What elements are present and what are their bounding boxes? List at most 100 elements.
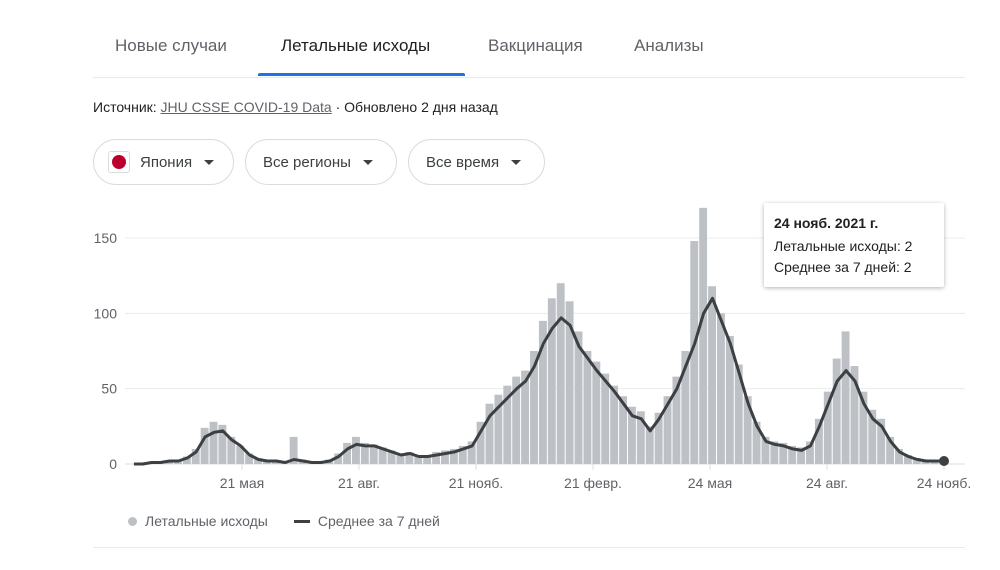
death-bar — [405, 451, 414, 464]
tab-tests[interactable]: Анализы — [634, 36, 704, 55]
x-tick-label: 21 авг. — [338, 475, 380, 491]
x-tick-label: 24 авг. — [806, 475, 848, 491]
death-bar — [476, 421, 485, 464]
death-bar — [458, 445, 467, 464]
death-bar — [636, 411, 645, 464]
death-bar — [779, 442, 788, 464]
death-bar — [432, 451, 441, 464]
death-bar — [859, 391, 868, 464]
time-range-dropdown[interactable]: Все время — [408, 139, 545, 185]
seven-day-average-line — [133, 296, 944, 466]
country-label: Япония — [140, 153, 193, 171]
death-bar — [503, 385, 512, 464]
death-bar — [601, 373, 610, 464]
japan-flag-icon — [108, 151, 130, 173]
death-bar — [343, 442, 352, 464]
source-prefix: Источник: — [93, 99, 161, 115]
chart-tooltip: 24 нояб. 2021 г. Летальные исходы: 2 Сре… — [764, 203, 944, 287]
source-link[interactable]: JHU CSSE COVID-19 Data — [160, 99, 332, 115]
source-line: Источник: JHU CSSE COVID-19 Data · Обнов… — [93, 99, 498, 115]
death-bar — [877, 418, 886, 464]
death-bar — [814, 418, 823, 464]
death-bar — [743, 396, 752, 464]
country-dropdown[interactable]: Япония — [93, 139, 234, 185]
death-bar — [868, 409, 877, 464]
death-bar — [218, 424, 227, 464]
death-bar — [423, 454, 432, 464]
death-bar — [761, 436, 770, 464]
y-tick-label: 50 — [101, 381, 117, 397]
death-bar — [485, 403, 494, 464]
death-bar — [378, 447, 387, 464]
y-tick-label: 150 — [94, 230, 118, 246]
region-dropdown[interactable]: Все регионы — [245, 139, 397, 185]
death-bar — [725, 335, 734, 464]
death-bar — [690, 241, 699, 464]
legend-line-swatch — [293, 519, 310, 523]
death-bar — [832, 358, 841, 464]
legend-bar-swatch — [128, 516, 137, 526]
death-bar — [699, 207, 708, 464]
death-bar — [334, 453, 343, 464]
death-bar — [467, 441, 476, 464]
active-tab-indicator — [258, 73, 465, 76]
death-bar — [627, 406, 636, 464]
region-label: Все регионы — [263, 153, 351, 171]
death-bar — [708, 286, 716, 464]
x-tick-label: 24 мая — [688, 475, 732, 491]
death-bar — [770, 441, 779, 464]
death-bar — [619, 396, 627, 464]
legend-deaths: Летальные исходы — [145, 513, 268, 529]
death-bar — [645, 426, 654, 464]
death-bar — [565, 301, 574, 464]
legend-average: Среднее за 7 дней — [317, 513, 440, 529]
death-bar — [663, 396, 672, 464]
death-bar — [547, 298, 556, 464]
death-bar — [538, 320, 547, 464]
death-bar — [806, 441, 814, 464]
tab-bar: Новые случаи Летальные исходы Вакцинация… — [93, 0, 965, 78]
death-bar — [574, 331, 583, 464]
divider — [93, 547, 965, 548]
death-bar — [227, 436, 236, 464]
death-bar — [850, 366, 859, 464]
y-tick-label: 0 — [109, 456, 117, 472]
death-bar — [530, 351, 538, 464]
death-bar — [672, 376, 681, 464]
death-bar — [716, 313, 725, 464]
tab-new-cases[interactable]: Новые случаи — [115, 36, 227, 55]
caret-down-icon — [362, 159, 373, 165]
death-bar — [752, 421, 761, 464]
death-bar — [182, 456, 191, 464]
tab-vaccination[interactable]: Вакцинация — [488, 36, 583, 55]
death-bar — [236, 445, 245, 464]
death-bar — [360, 442, 369, 464]
tab-deaths[interactable]: Летальные исходы — [281, 36, 431, 55]
x-tick-label: 24 нояб. — [917, 475, 971, 491]
death-bar — [209, 421, 218, 464]
death-bar — [788, 445, 797, 464]
x-tick-label: 21 мая — [220, 475, 264, 491]
tooltip-date: 24 нояб. 2021 г. — [774, 215, 879, 231]
caret-down-icon — [511, 159, 522, 165]
updated-text: · Обновлено 2 дня назад — [331, 99, 498, 115]
time-range-label: Все время — [426, 153, 500, 171]
tooltip-deaths: Летальные исходы: 2 — [774, 238, 913, 254]
death-bar — [654, 412, 663, 464]
tooltip-average: Среднее за 7 дней: 2 — [774, 259, 912, 275]
death-bar — [449, 448, 458, 464]
death-bar — [886, 436, 895, 464]
death-bar — [396, 453, 405, 464]
hover-point — [939, 455, 949, 466]
death-bar — [912, 457, 921, 464]
x-tick-label: 21 февр. — [564, 475, 622, 491]
death-bar — [200, 427, 209, 464]
death-bar — [681, 351, 690, 464]
death-bar — [556, 283, 565, 464]
death-bar — [441, 450, 449, 464]
death-bar — [245, 453, 254, 464]
chart-legend: Летальные исходы Среднее за 7 дней — [128, 513, 440, 529]
death-bar — [592, 361, 601, 464]
death-bar — [583, 351, 592, 464]
